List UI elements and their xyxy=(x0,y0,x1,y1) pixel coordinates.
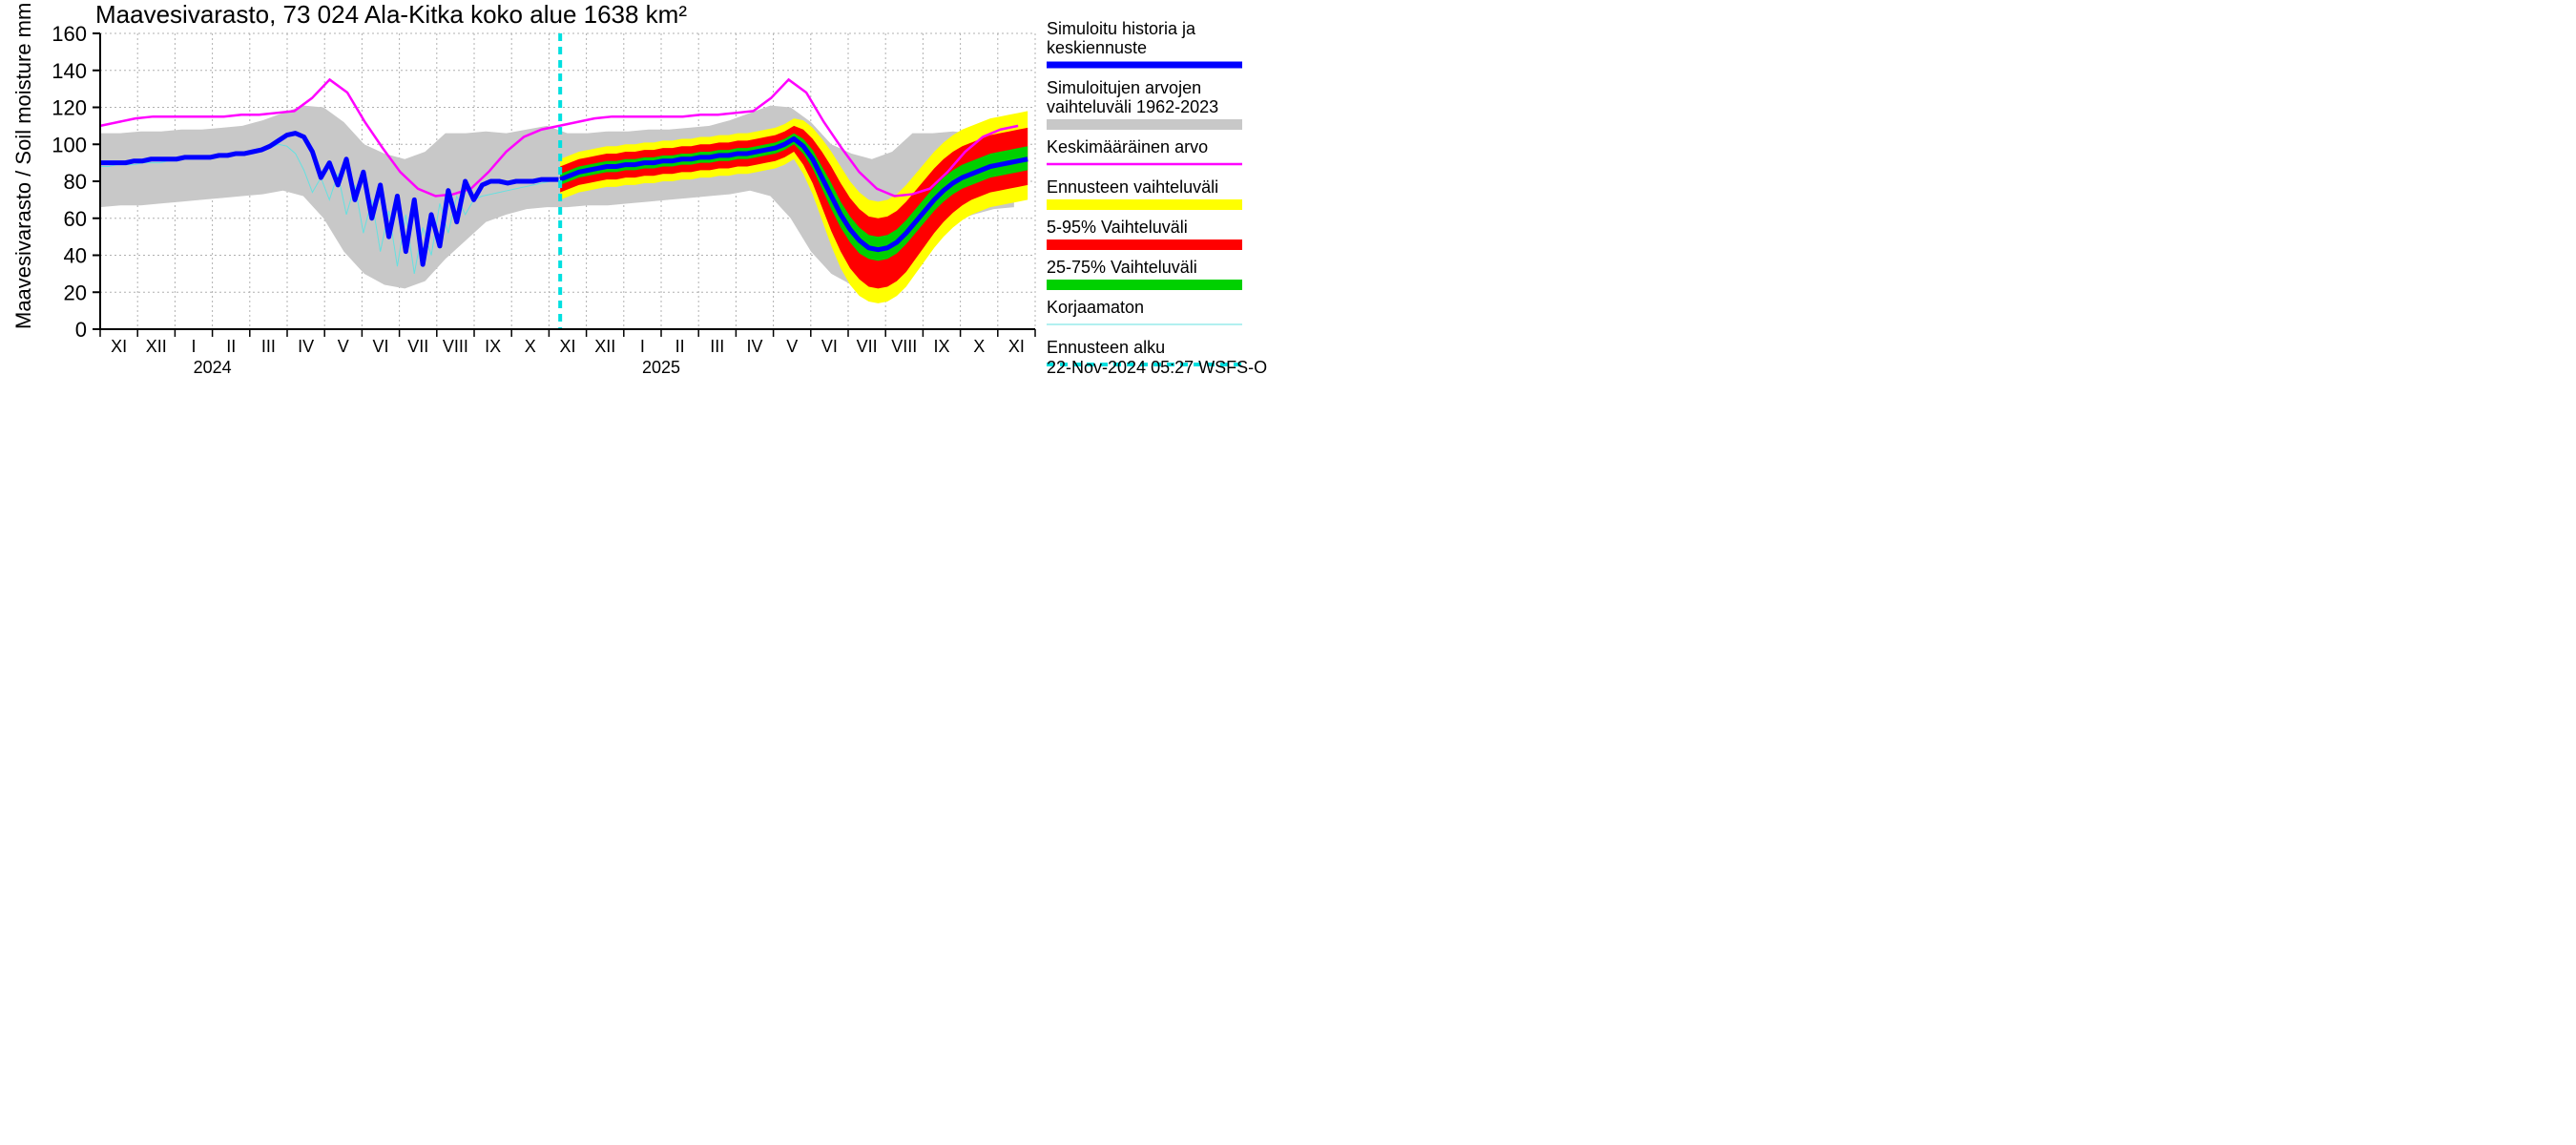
month-label: IV xyxy=(746,337,762,356)
month-label: VII xyxy=(857,337,878,356)
month-label: V xyxy=(786,337,798,356)
month-label: I xyxy=(640,337,645,356)
month-label: IX xyxy=(485,337,501,356)
month-label: III xyxy=(261,337,276,356)
legend-label: keskiennuste xyxy=(1047,38,1147,57)
y-axis-label: Maavesivarasto / Soil moisture mm xyxy=(11,3,35,329)
legend-label: Korjaamaton xyxy=(1047,298,1144,317)
month-label: VIII xyxy=(443,337,468,356)
legend-label: Ennusteen alku xyxy=(1047,338,1165,357)
month-label: I xyxy=(191,337,196,356)
month-label: IV xyxy=(298,337,314,356)
month-label: V xyxy=(338,337,349,356)
month-label: X xyxy=(525,337,536,356)
legend-label: vaihteluväli 1962-2023 xyxy=(1047,97,1218,116)
y-tick-label: 80 xyxy=(64,170,87,194)
chart-title: Maavesivarasto, 73 024 Ala-Kitka koko al… xyxy=(95,0,687,29)
y-tick-label: 60 xyxy=(64,207,87,231)
month-label: VI xyxy=(372,337,388,356)
legend-swatch xyxy=(1047,239,1242,250)
legend-swatch xyxy=(1047,199,1242,210)
month-label: XII xyxy=(146,337,167,356)
month-label: II xyxy=(226,337,236,356)
legend-label: 25-75% Vaihteluväli xyxy=(1047,258,1197,277)
month-label: III xyxy=(710,337,724,356)
month-label: X xyxy=(973,337,985,356)
legend-label: 5-95% Vaihteluväli xyxy=(1047,218,1188,237)
chart-container: 020406080100120140160XIXIIIIIIIIIVVVIVII… xyxy=(0,0,1431,635)
month-label: XI xyxy=(559,337,575,356)
y-tick-label: 160 xyxy=(52,22,87,46)
y-tick-label: 20 xyxy=(64,281,87,304)
month-label: XI xyxy=(111,337,127,356)
y-tick-label: 0 xyxy=(75,318,87,342)
y-tick-label: 100 xyxy=(52,133,87,156)
footer-timestamp: 22-Nov-2024 05:27 WSFS-O xyxy=(1047,358,1267,377)
legend-label: Keskimääräinen arvo xyxy=(1047,137,1208,156)
month-label: IX xyxy=(933,337,949,356)
year-label: 2025 xyxy=(642,358,680,377)
legend-swatch xyxy=(1047,119,1242,130)
year-label: 2024 xyxy=(194,358,232,377)
y-tick-label: 40 xyxy=(64,244,87,268)
legend-label: Ennusteen vaihteluväli xyxy=(1047,177,1218,197)
month-label: XI xyxy=(1008,337,1025,356)
month-label: VIII xyxy=(891,337,917,356)
month-label: II xyxy=(675,337,685,356)
month-label: VI xyxy=(821,337,838,356)
legend-label: Simuloitujen arvojen xyxy=(1047,78,1201,97)
month-label: VII xyxy=(407,337,428,356)
y-tick-label: 140 xyxy=(52,59,87,83)
soil-moisture-chart: 020406080100120140160XIXIIIIIIIIIVVVIVII… xyxy=(0,0,1431,635)
legend-label: Simuloitu historia ja xyxy=(1047,19,1196,38)
month-label: XII xyxy=(594,337,615,356)
legend-swatch xyxy=(1047,280,1242,290)
y-tick-label: 120 xyxy=(52,96,87,120)
